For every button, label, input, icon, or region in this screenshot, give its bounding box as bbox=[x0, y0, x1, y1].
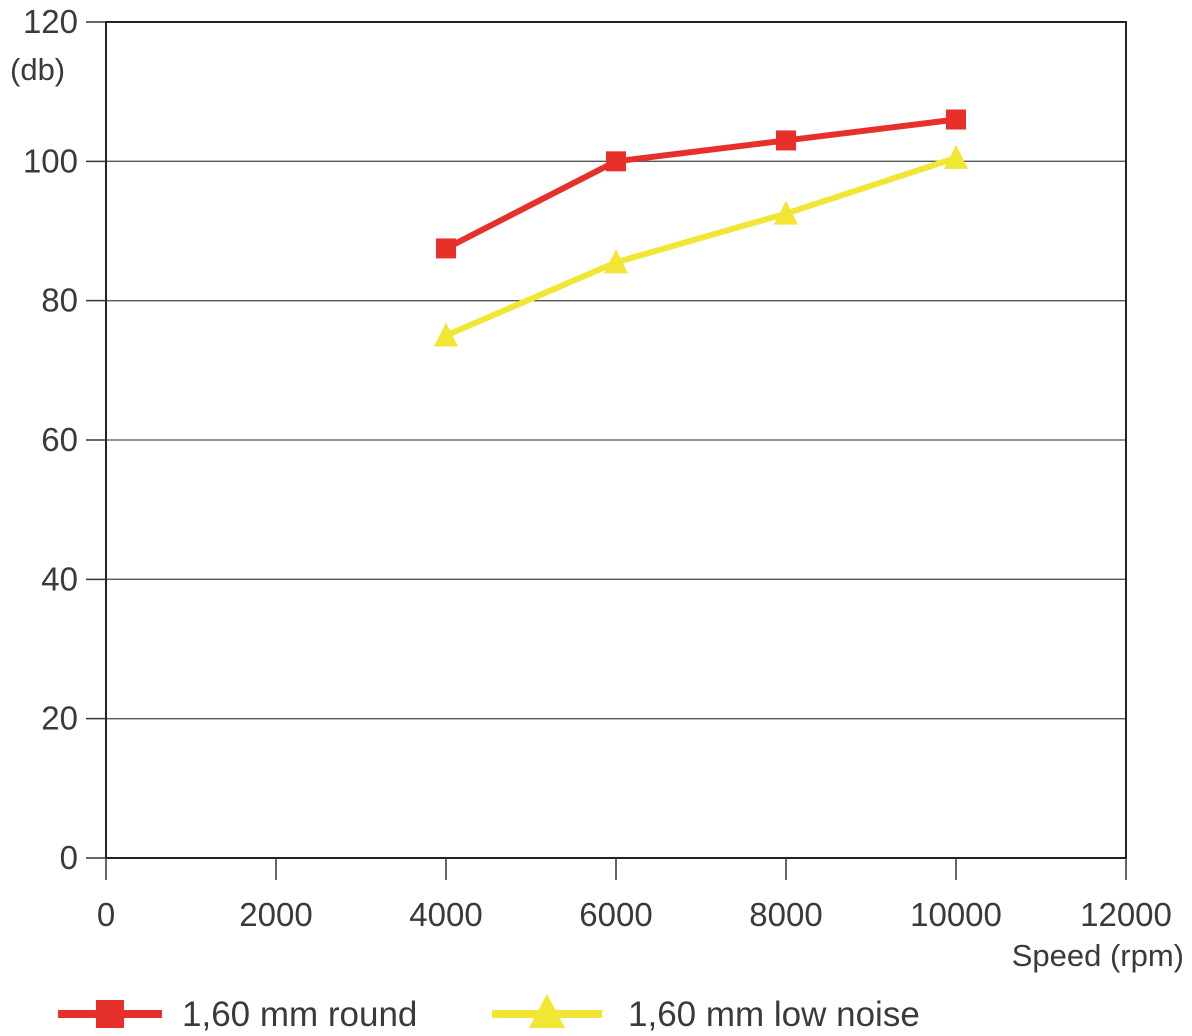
legend-label-round: 1,60 mm round bbox=[182, 995, 417, 1034]
data-point bbox=[776, 130, 796, 151]
x-axis-label: Speed (rpm) bbox=[1012, 938, 1184, 973]
data-point bbox=[946, 109, 966, 130]
data-point bbox=[774, 200, 798, 225]
data-point bbox=[434, 322, 458, 347]
y-tick-label: 0 bbox=[60, 839, 78, 876]
data-point bbox=[606, 151, 626, 172]
legend: 1,60 mm round 1,60 mm low noise bbox=[58, 994, 920, 1034]
y-tick-label: 100 bbox=[23, 142, 78, 179]
legend-marker-square-icon bbox=[96, 1000, 124, 1028]
data-point bbox=[944, 144, 968, 169]
data-point bbox=[604, 249, 628, 274]
x-tick-label: 4000 bbox=[409, 896, 482, 933]
y-tick-label: 40 bbox=[41, 560, 78, 597]
x-tick-label: 10000 bbox=[910, 896, 1002, 933]
y-tick-label: 120 bbox=[23, 3, 78, 40]
x-tick-label: 8000 bbox=[749, 896, 822, 933]
series-line bbox=[444, 154, 957, 339]
x-tick-label: 12000 bbox=[1080, 896, 1172, 933]
gridlines bbox=[106, 160, 1126, 720]
legend-marker-triangle-icon bbox=[529, 994, 565, 1028]
series-1 bbox=[434, 144, 968, 347]
data-point bbox=[436, 238, 456, 259]
legend-item-round: 1,60 mm round bbox=[58, 995, 417, 1034]
y-axis-label: (db) bbox=[10, 52, 65, 87]
y-tick-label: 80 bbox=[41, 282, 78, 319]
x-tick-label: 2000 bbox=[239, 896, 312, 933]
axis-ticks: 0 20 40 60 80 100 120 0 2000 4000 6000 8000 10000 120… bbox=[23, 3, 1172, 933]
y-tick-label: 20 bbox=[41, 700, 78, 737]
x-tick-label: 6000 bbox=[579, 896, 652, 933]
legend-label-low-noise: 1,60 mm low noise bbox=[628, 995, 920, 1034]
x-tick-label: 0 bbox=[97, 896, 115, 933]
series-0 bbox=[436, 109, 966, 259]
y-tick-label: 60 bbox=[41, 421, 78, 458]
legend-item-low-noise: 1,60 mm low noise bbox=[492, 994, 920, 1034]
series-lines bbox=[434, 109, 968, 347]
series-line bbox=[444, 116, 957, 252]
